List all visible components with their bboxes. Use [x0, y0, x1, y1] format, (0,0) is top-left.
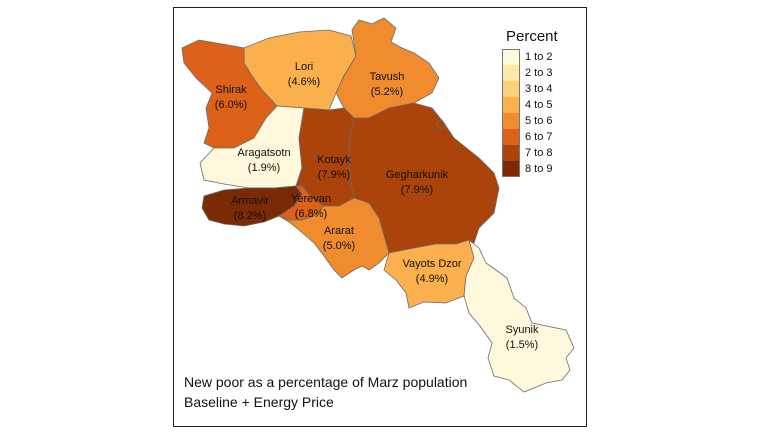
- legend-item: 2 to 3: [502, 65, 558, 81]
- label-vayots-dzor-value: (4.9%): [416, 273, 448, 285]
- label-gegharkunik-name: Gegharkunik: [386, 169, 449, 181]
- legend-label: 3 to 4: [525, 83, 553, 95]
- label-armavir-value: (8.2%): [234, 210, 266, 222]
- legend-label: 5 to 6: [525, 115, 553, 127]
- legend-swatch: [502, 97, 520, 113]
- legend-label: 1 to 2: [525, 51, 553, 63]
- region-ararat[interactable]: [278, 197, 390, 279]
- label-armavir-name: Armavir: [231, 195, 269, 207]
- label-syunik-name: Syunik: [505, 324, 539, 336]
- legend-item: 5 to 6: [502, 113, 558, 129]
- label-aragatsotn-value: (1.9%): [248, 162, 280, 174]
- label-ararat-name: Ararat: [324, 225, 354, 237]
- map-frame: Lori (4.6%) Tavush (5.2%) Shirak (6.0%) …: [173, 7, 587, 427]
- legend-label: 4 to 5: [525, 99, 553, 111]
- label-shirak-name: Shirak: [215, 84, 247, 96]
- legend-rows: 1 to 2 2 to 3 3 to 4 4 to 5 5 to 6 6 to …: [502, 49, 558, 177]
- region-gegharkunik-enclave: [435, 119, 447, 131]
- label-vayots-dzor-name: Vayots Dzor: [402, 258, 461, 270]
- label-kotayk-name: Kotayk: [317, 154, 351, 166]
- legend-swatch: [502, 113, 520, 129]
- legend-item: 7 to 8: [502, 145, 558, 161]
- legend-swatch: [502, 49, 520, 65]
- region-gegharkunik[interactable]: [348, 102, 500, 254]
- legend-label: 2 to 3: [525, 67, 553, 79]
- label-shirak-value: (6.0%): [215, 99, 247, 111]
- label-ararat-value: (5.0%): [323, 240, 355, 252]
- legend-item: 4 to 5: [502, 97, 558, 113]
- legend-swatch: [502, 65, 520, 81]
- region-tavush[interactable]: [335, 17, 440, 119]
- legend-label: 7 to 8: [525, 147, 553, 159]
- legend-item: 1 to 2: [502, 49, 558, 65]
- label-yerevan-value: (6.8%): [295, 208, 327, 220]
- label-syunik-value: (1.5%): [506, 339, 538, 351]
- legend: Percent 1 to 2 2 to 3 3 to 4 4 to 5 5 to…: [502, 28, 558, 177]
- legend-title: Percent: [506, 28, 558, 45]
- label-yerevan-name: Yerevan: [291, 193, 331, 205]
- map-caption: New poor as a percentage of Marz populat…: [184, 372, 467, 412]
- legend-swatch: [502, 129, 520, 145]
- legend-swatch: [502, 161, 520, 177]
- region-syunik[interactable]: [463, 238, 575, 393]
- label-gegharkunik-value: (7.9%): [401, 184, 433, 196]
- legend-swatch: [502, 81, 520, 97]
- legend-item: 8 to 9: [502, 161, 558, 177]
- label-lori-name: Lori: [295, 61, 313, 73]
- label-aragatsotn-name: Aragatsotn: [237, 147, 290, 159]
- armenia-map: Lori (4.6%) Tavush (5.2%) Shirak (6.0%) …: [181, 17, 575, 393]
- label-lori-value: (4.6%): [288, 76, 320, 88]
- legend-swatch: [502, 145, 520, 161]
- legend-label: 8 to 9: [525, 163, 553, 175]
- caption-line-1: New poor as a percentage of Marz populat…: [184, 374, 468, 390]
- legend-item: 3 to 4: [502, 81, 558, 97]
- caption-line-2: Baseline + Energy Price: [184, 394, 334, 410]
- label-kotayk-value: (7.9%): [318, 169, 350, 181]
- legend-label: 6 to 7: [525, 131, 553, 143]
- label-tavush-name: Tavush: [370, 71, 405, 83]
- legend-item: 6 to 7: [502, 129, 558, 145]
- label-tavush-value: (5.2%): [371, 86, 403, 98]
